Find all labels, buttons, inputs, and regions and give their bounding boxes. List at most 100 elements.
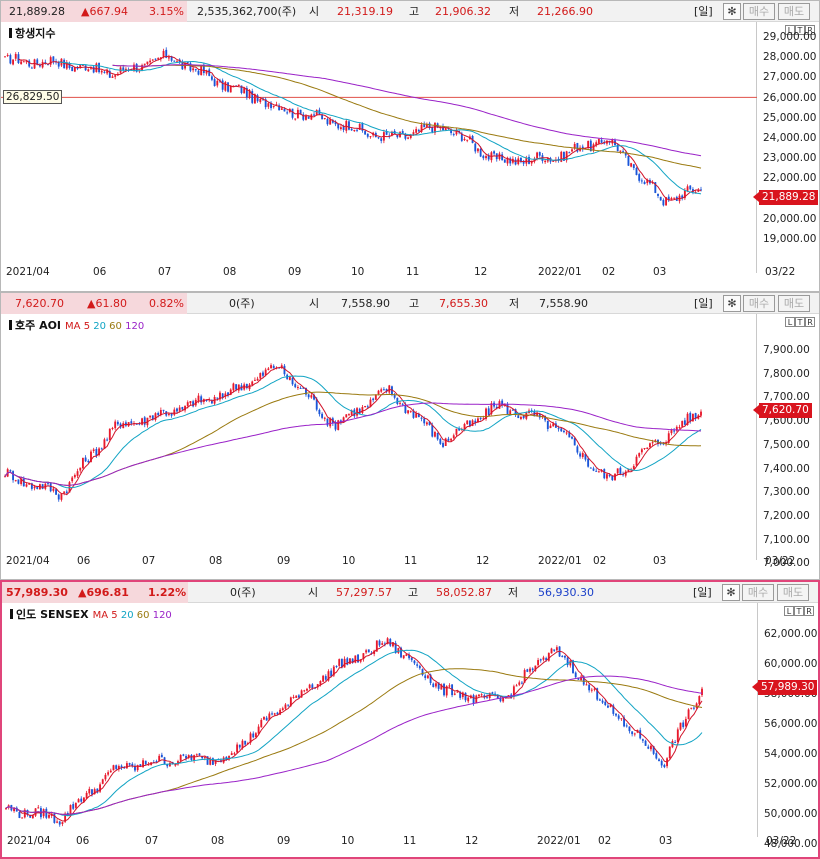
candle <box>361 122 364 133</box>
candle <box>611 475 614 482</box>
candle <box>69 804 72 817</box>
y-tick-label: 54,000.00 <box>764 748 818 760</box>
candle <box>640 447 643 455</box>
candle <box>194 68 197 72</box>
current-price-tag: 21,889.28 <box>752 190 819 205</box>
period-selector[interactable]: [일] <box>694 297 713 310</box>
candle <box>369 136 372 139</box>
candle <box>563 429 565 434</box>
candle <box>625 723 628 728</box>
ltr-l[interactable]: L <box>785 317 795 327</box>
buy-button[interactable]: 매수 <box>743 295 775 312</box>
candle <box>112 764 115 771</box>
x-tick-label: 03 <box>659 835 673 847</box>
sell-button[interactable]: 매도 <box>777 584 809 601</box>
candle <box>108 69 111 78</box>
candle <box>60 493 63 502</box>
chart-panel-hsi[interactable]: 21,889.28 ▲667.94 3.15% 2,535,362,700(주)… <box>0 0 820 292</box>
candle <box>177 759 179 766</box>
ltr-t[interactable]: T <box>795 317 805 327</box>
y-tick-label: 7,100.00 <box>763 533 810 546</box>
candle <box>410 657 413 663</box>
chart-panel-asx[interactable]: 7,620.70 ▲61.80 0.82% 0(주) 시 7,558.90 고 … <box>0 292 820 580</box>
candle <box>372 397 375 403</box>
candle <box>442 441 444 449</box>
candle <box>528 408 530 414</box>
buy-button[interactable]: 매수 <box>742 584 774 601</box>
candle <box>393 393 396 400</box>
ltr-r[interactable]: R <box>804 606 814 616</box>
candle <box>330 668 333 678</box>
sell-button[interactable]: 매도 <box>778 295 810 312</box>
candle <box>612 703 615 716</box>
candle <box>87 459 90 464</box>
candle <box>354 655 357 664</box>
gear-icon[interactable]: ✻ <box>723 295 741 312</box>
candle <box>144 760 147 766</box>
candle <box>296 107 299 119</box>
ltr-t[interactable]: T <box>795 25 805 35</box>
sell-button[interactable]: 매도 <box>778 3 810 20</box>
candle <box>466 139 469 143</box>
ltr-l[interactable]: L <box>784 606 794 616</box>
ma120-line <box>112 64 702 157</box>
candle <box>657 193 659 199</box>
candle <box>84 65 87 71</box>
quote-header: 21,889.28 ▲667.94 3.15% 2,535,362,700(주)… <box>1 1 819 22</box>
candle <box>263 716 265 721</box>
ltr-r[interactable]: R <box>805 317 815 327</box>
candle <box>581 451 584 459</box>
price-chart[interactable] <box>2 603 756 839</box>
x-tick-label: 10 <box>341 835 355 847</box>
period-selector[interactable]: [일] <box>693 586 712 599</box>
candle <box>348 413 350 416</box>
ltr-t[interactable]: T <box>794 606 804 616</box>
candle <box>111 74 114 78</box>
candle <box>221 393 224 400</box>
candle <box>576 444 579 455</box>
candle <box>95 62 98 73</box>
candle <box>125 760 128 769</box>
candle <box>464 692 467 703</box>
candle <box>106 437 109 442</box>
candle <box>460 131 463 143</box>
candle <box>587 140 590 151</box>
candle <box>531 667 534 673</box>
candle <box>139 764 142 767</box>
candle <box>617 713 620 721</box>
candle <box>698 695 701 706</box>
price-chart[interactable] <box>1 314 757 562</box>
candle <box>279 708 282 716</box>
candle <box>579 451 582 459</box>
candle <box>595 468 598 472</box>
ma20-label: 20 <box>93 321 106 332</box>
candle <box>283 364 286 377</box>
buy-button[interactable]: 매수 <box>743 3 775 20</box>
price-chart[interactable] <box>1 22 757 274</box>
low-value: 21,266.90 <box>537 5 593 18</box>
candle <box>595 140 598 148</box>
ltr-l[interactable]: L <box>785 25 795 35</box>
candle <box>467 696 470 704</box>
candle <box>533 156 536 164</box>
chart-panel-sensex[interactable]: 57,989.30 ▲696.81 1.22% 0(주) 시 57,297.57… <box>0 580 820 859</box>
gear-icon[interactable]: ✻ <box>723 3 741 20</box>
candle <box>358 407 361 415</box>
candle <box>632 464 635 470</box>
candle <box>555 645 558 652</box>
ltr-r[interactable]: R <box>805 25 815 35</box>
gear-icon[interactable]: ✻ <box>722 584 740 601</box>
period-selector[interactable]: [일] <box>694 5 713 18</box>
candle <box>643 447 646 450</box>
quote-header: 7,620.70 ▲61.80 0.82% 0(주) 시 7,558.90 고 … <box>1 293 819 314</box>
candle <box>109 768 112 773</box>
candle <box>684 716 687 729</box>
candle <box>461 691 464 700</box>
candle <box>77 798 80 803</box>
candle <box>299 386 302 389</box>
candle <box>408 652 411 661</box>
candle <box>65 59 68 71</box>
